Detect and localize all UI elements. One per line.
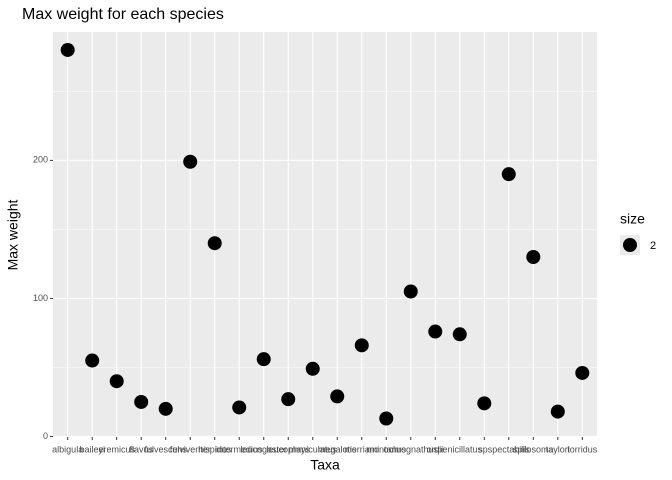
point (428, 324, 443, 339)
point (232, 400, 247, 415)
x-tick-label: merriami (344, 444, 379, 454)
legend-title: size (620, 211, 645, 227)
x-tick-label: spectabilis (488, 444, 531, 454)
x-axis-label: Taxa (310, 457, 340, 473)
point (550, 404, 565, 419)
point (134, 394, 149, 409)
x-tick-label: leucophrys (266, 444, 310, 454)
point (305, 361, 320, 376)
y-axis-label: Max weight (5, 199, 21, 270)
point (207, 236, 222, 251)
x-tick-label: leucogaster (240, 444, 287, 454)
point (575, 365, 590, 380)
point (60, 42, 75, 57)
x-tick-label: intermedius (216, 444, 263, 454)
x-tick-label: eremicus (98, 444, 135, 454)
x-tick-label: albigula (52, 444, 83, 454)
x-tick-label: torridus (567, 444, 598, 454)
point (354, 338, 369, 353)
point (158, 401, 173, 416)
y-tick-label: 0 (43, 431, 48, 441)
plot-panel (53, 32, 597, 437)
point (85, 353, 100, 368)
x-tick-label: maniculatus (289, 444, 338, 454)
y-tick-label: 200 (33, 155, 48, 165)
point (281, 392, 296, 407)
x-tick-label: flavus (129, 444, 153, 454)
point (501, 167, 516, 182)
point (256, 352, 271, 367)
x-tick-label: montanus (366, 444, 406, 454)
point (403, 284, 418, 299)
x-tick-label: hispidus (198, 444, 232, 454)
point (183, 154, 198, 169)
point (379, 411, 394, 426)
x-tick-label: taylori (546, 444, 570, 454)
x-tick-label: megalotis (318, 444, 357, 454)
point (452, 327, 467, 342)
x-tick-label: ordii (427, 444, 444, 454)
legend-dot (623, 238, 637, 252)
x-tick-label: ochrognathus (383, 444, 438, 454)
point (330, 389, 345, 404)
x-tick-label: fulvescens (144, 444, 187, 454)
x-tick-label: fulviventer (170, 444, 211, 454)
x-tick-label: baileyi (79, 444, 105, 454)
point (526, 250, 541, 264)
point (477, 396, 492, 411)
x-tick-label: sp. (478, 444, 490, 454)
chart-title: Max weight for each species (22, 6, 224, 23)
x-tick-label: spilosoma (513, 444, 554, 454)
legend-label: 2 (650, 240, 656, 252)
y-tick-label: 100 (33, 293, 48, 303)
point (109, 374, 124, 389)
x-tick-label: penicillatus (438, 444, 483, 454)
